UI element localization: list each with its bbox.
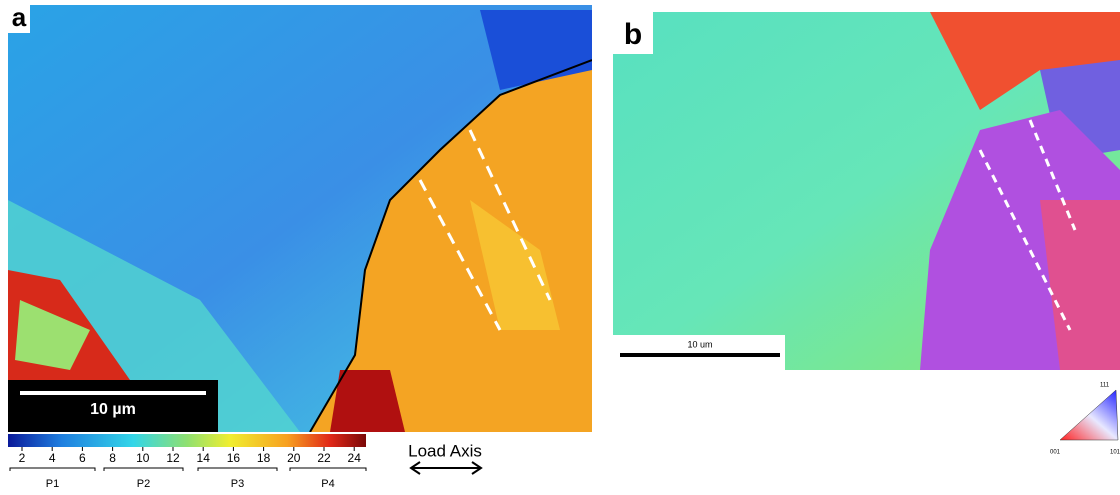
colorbar-tick-label: 22 [317, 451, 331, 465]
colorbar [8, 434, 366, 447]
colorbar-tick-label: 8 [109, 451, 116, 465]
ipf-corner: 111 [1100, 383, 1110, 389]
load-axis-arrow [409, 461, 483, 475]
colorbar-tick-label: 2 [19, 451, 26, 465]
panel-label: a [12, 2, 27, 32]
colorbar-tick-label: 4 [49, 451, 56, 465]
group-label: P2 [137, 478, 150, 490]
colorbar-tick-label: 16 [227, 451, 241, 465]
colorbar-tick-label: 18 [257, 451, 271, 465]
scale-bar-label: 10 um [687, 339, 712, 349]
map-a: 10 µm a [8, 2, 592, 432]
ipf-triangle: 001 101 111 [1050, 383, 1120, 456]
panel-label: b [624, 18, 642, 51]
group-label: P3 [231, 478, 244, 490]
colorbar-tick-label: 12 [166, 451, 180, 465]
scale-bar-label: 10 µm [90, 401, 136, 418]
colorbar-tick-label: 14 [197, 451, 211, 465]
ipf-corner: 001 [1050, 450, 1061, 456]
group-bracket [9, 467, 96, 471]
group-bracket [103, 467, 184, 471]
map-b: 10 um b [613, 12, 1120, 370]
colorbar-tick-label: 20 [287, 451, 301, 465]
ipf-corner: 101 [1110, 450, 1120, 456]
colorbar-tick-label: 24 [348, 451, 362, 465]
group-label: P4 [321, 478, 334, 490]
load-axis-label: Load Axis [408, 441, 482, 460]
group-bracket [289, 467, 367, 471]
group-bracket [197, 467, 278, 471]
colorbar-tick-label: 6 [79, 451, 86, 465]
group-label: P1 [46, 478, 59, 490]
colorbar-tick-label: 10 [136, 451, 150, 465]
